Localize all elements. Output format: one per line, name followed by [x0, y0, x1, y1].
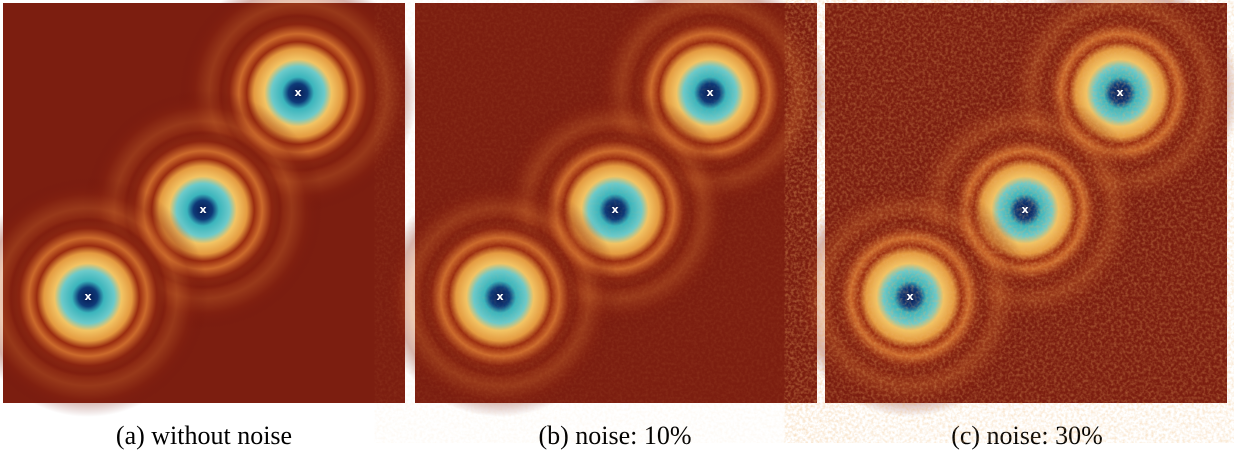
source-marker: x: [496, 290, 503, 303]
source-marker: x: [84, 290, 91, 303]
caption: (a) without noise: [116, 421, 292, 450]
source-marker: x: [611, 203, 618, 216]
noise-overlay: [415, 3, 817, 403]
source-marker: x: [1116, 86, 1123, 99]
source-marker: x: [1021, 203, 1028, 216]
source-marker: x: [906, 290, 913, 303]
source-field: [8, 217, 168, 377]
caption: (b) noise: 10%: [538, 421, 691, 450]
source-marker: x: [294, 86, 301, 99]
source-marker: x: [706, 86, 713, 99]
noise-overlay: [825, 3, 1227, 403]
caption: (c) noise: 30%: [951, 421, 1103, 450]
source-marker: x: [199, 203, 206, 216]
